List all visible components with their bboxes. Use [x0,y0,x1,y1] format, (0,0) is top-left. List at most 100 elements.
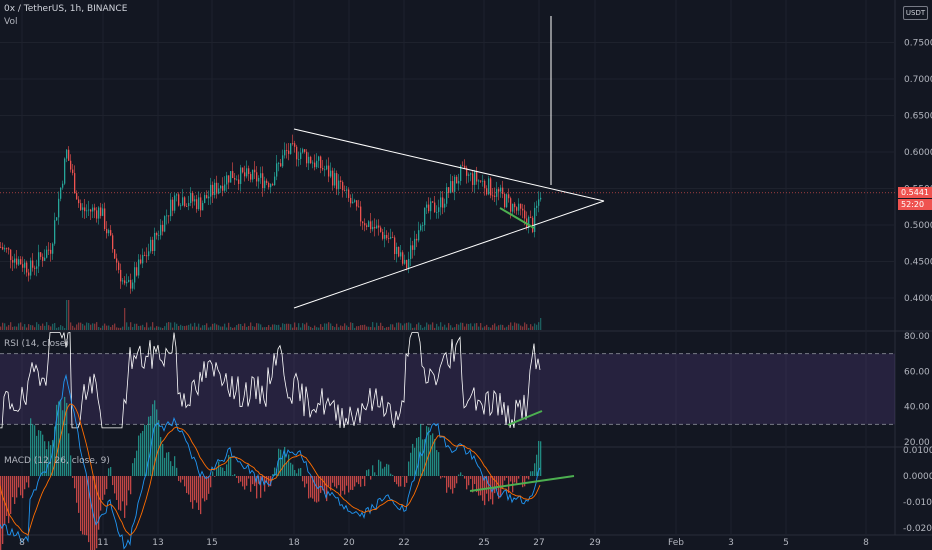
macd-histogram-bar [24,476,26,490]
macd-histogram-bar [128,476,130,491]
candle-body [486,188,488,195]
volume-bar [478,326,480,330]
volume-bar [60,325,62,330]
macd-histogram-bar [114,476,116,494]
rsi-tick-label: 40.00 [904,403,930,413]
candle-body [520,203,522,209]
macd-histogram-bar [172,466,174,476]
macd-histogram-bar [186,476,188,494]
symbol-title[interactable]: 0x / TetherUS, 1h, BINANCE [4,4,128,14]
price-axis[interactable]: 0.75000.70000.65000.60000.55000.50000.45… [904,39,932,305]
macd-histogram-bar [382,468,384,476]
time-tick-label: 29 [589,538,601,548]
candle-body [198,197,200,210]
macd-histogram-bar [518,476,520,479]
volume-bar [174,322,176,330]
volume-bar [366,326,368,330]
volume-bar [118,327,120,330]
candle-body [380,227,382,232]
macd-histogram-bar [140,433,142,476]
volume-bar [184,326,186,330]
macd-histogram-bar [208,476,210,494]
volume-bar [518,323,520,330]
volume-bar [266,327,268,330]
rsi-divergence-line [507,410,543,426]
candle-body [216,182,218,194]
volume-bar [362,325,364,330]
candle-body [290,143,292,154]
candle-body [246,168,248,177]
candle-body [470,173,472,175]
macd-label[interactable]: MACD (12, 26, close, 9) [4,456,110,466]
volume-bar [348,326,350,330]
macd-histogram-bar [476,476,478,493]
triangle-upper-trendline [293,128,605,202]
volume-bar [318,327,320,330]
volume-bar [320,324,322,330]
candle-body [142,254,144,264]
volume-bar [34,327,36,330]
volume-bar [144,327,146,330]
volume-bar [498,325,500,330]
macd-histogram-bar [218,461,220,476]
macd-histogram-bar [176,467,178,476]
volume-bar [12,326,14,330]
volume-bar [134,323,136,330]
candle-body [12,260,14,263]
candle-body [472,173,474,185]
time-axis[interactable]: 8 11 13 15 18 20 22 25 27 29 Feb 3 5 8 [19,538,869,548]
macd-histogram-bar [528,476,530,480]
volume-bar [432,322,434,330]
candle-body [494,195,496,197]
macd-histogram-bar [108,468,110,476]
volume-bar [326,323,328,330]
volume-bar [164,326,166,330]
volume-bar [90,324,92,330]
rsi-band-fill [0,353,895,425]
volume-bar [52,323,54,330]
macd-histogram-bar [460,472,462,476]
macd-histogram-bar [426,426,428,476]
volume-bar [40,325,42,330]
volume-bar [520,325,522,330]
volume-bar [80,322,82,330]
volume-bar [190,323,192,330]
volume-bar [272,324,274,330]
macd-histogram-bar [76,476,78,503]
macd-histogram-bar [202,476,204,499]
currency-badge[interactable]: USDT [903,6,928,20]
candle-body [418,230,420,241]
volume-bar [110,327,112,330]
candle-body [252,169,254,180]
macd-histogram-bar [28,476,30,488]
volume-bar [114,323,116,330]
macd-histogram-bar [316,476,318,503]
macd-histogram-bar [344,476,346,495]
volume-bar [358,326,360,330]
macd-histogram-bar [16,476,18,498]
rsi-line [0,332,541,429]
candle-body [46,249,48,258]
macd-histogram-bar [256,476,258,499]
macd-histogram-bar [312,476,314,499]
candle-body [516,207,518,211]
volume-bar [140,325,142,330]
macd-histogram-bar [166,452,168,476]
macd-histogram-bar [210,476,212,488]
drawing-tools[interactable] [293,128,605,309]
candle-body [120,269,122,282]
volume-bar [260,324,262,330]
candle-body [324,169,326,171]
candle-body [502,187,504,194]
candle-body [170,199,172,217]
macd-histogram-bar [352,476,354,490]
macd-histogram-bar [138,435,140,476]
macd-histogram-bar [120,476,122,511]
volume-bar [216,324,218,330]
candle-body [498,189,500,192]
macd-histogram-bar [470,476,472,479]
candle-body [398,246,400,257]
volume-bar [246,326,248,330]
rsi-label[interactable]: RSI (14, close) [4,339,69,349]
